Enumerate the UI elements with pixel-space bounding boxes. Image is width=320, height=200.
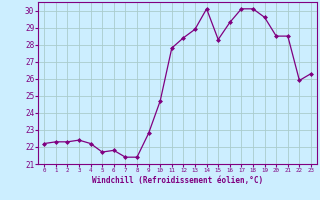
X-axis label: Windchill (Refroidissement éolien,°C): Windchill (Refroidissement éolien,°C) bbox=[92, 176, 263, 185]
